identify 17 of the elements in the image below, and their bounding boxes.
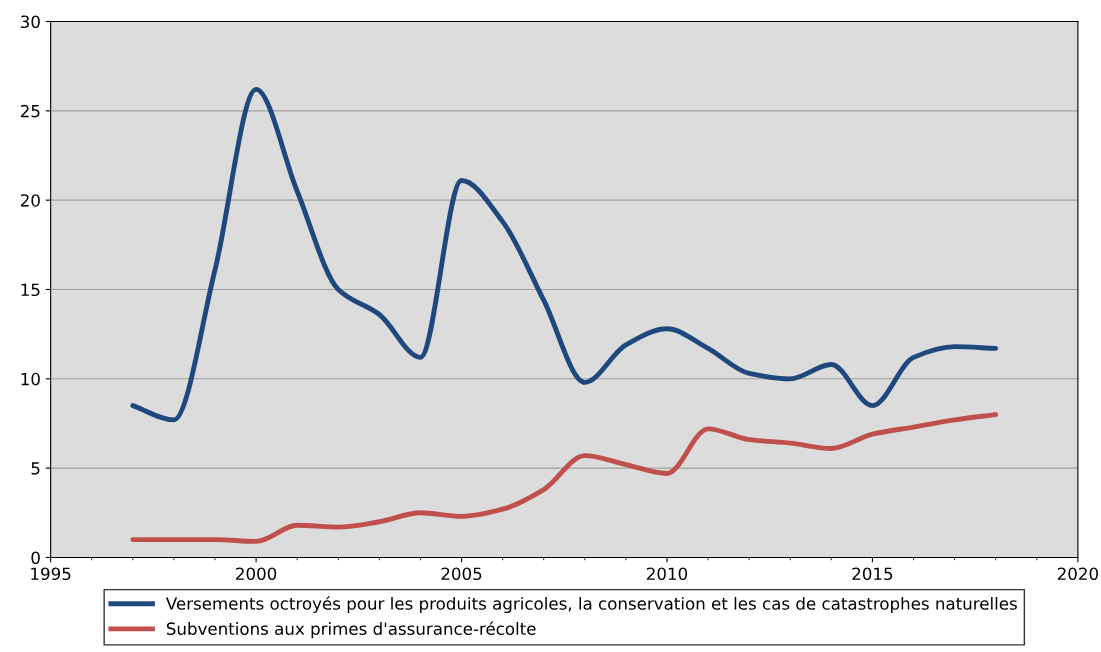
x-tick-label: 2015 bbox=[852, 567, 893, 581]
y-tick-label: 30 bbox=[20, 15, 40, 29]
y-tick-label: 5 bbox=[31, 462, 40, 475]
x-tick-label: 2005 bbox=[441, 567, 482, 581]
legend-label: Versements octroyés pour les produits agricoles, la conservation et les cas de catastrophes naturelles bbox=[165, 596, 1017, 614]
x-tick-label: 2010 bbox=[647, 567, 688, 581]
line-series bbox=[130, 412, 999, 544]
x-tick-label: 1995 bbox=[31, 567, 71, 581]
line-series bbox=[130, 86, 999, 423]
y-tick-label: 25 bbox=[20, 104, 40, 118]
y-tick-label: 20 bbox=[20, 194, 40, 207]
y-tick-label: 10 bbox=[21, 372, 40, 386]
x-tick-label: 2000 bbox=[236, 567, 277, 581]
legend-label: Subventions aux primes d'assurance-récolte bbox=[166, 621, 536, 639]
y-tick-label: 15 bbox=[21, 283, 40, 297]
y-tick-label: 0 bbox=[31, 551, 40, 565]
x-tick-label: 2020 bbox=[1057, 567, 1098, 581]
